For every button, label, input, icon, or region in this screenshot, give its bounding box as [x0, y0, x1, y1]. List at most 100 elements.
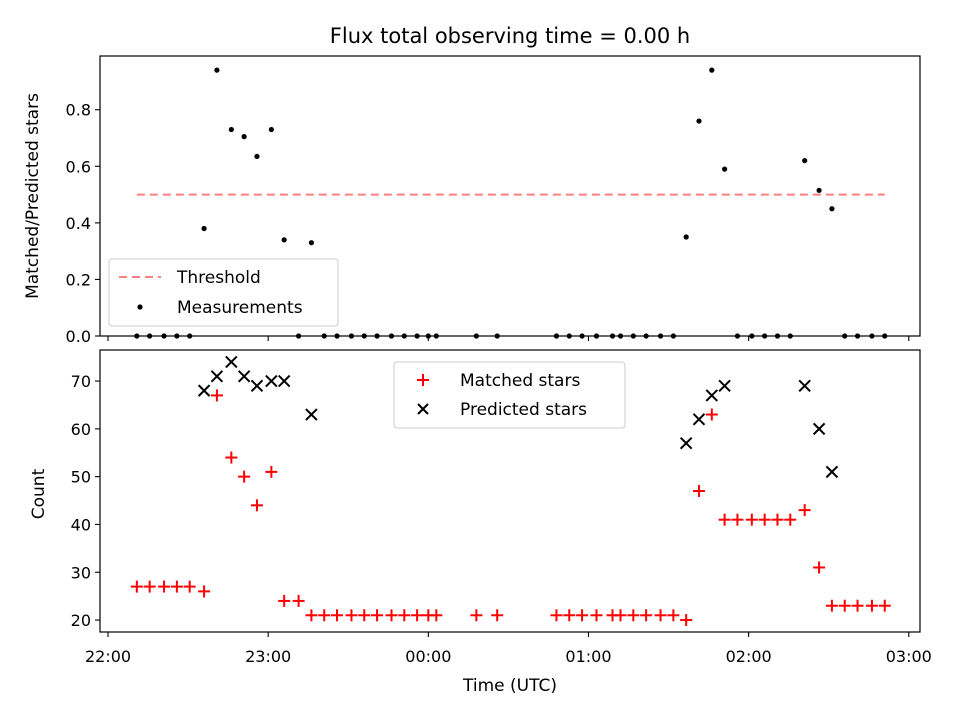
matched-star-point: [430, 609, 443, 622]
matched-star-point: [851, 599, 864, 612]
matched-star-point: [758, 513, 771, 526]
matched-star-point: [305, 609, 318, 622]
predicted-star-point: [825, 465, 839, 479]
matched-star-point: [731, 513, 744, 526]
chart-title: Flux total observing time = 0.00 h: [330, 24, 690, 48]
y-tick-label: 0.4: [66, 214, 91, 233]
legend-matched-label: Matched stars: [460, 371, 580, 391]
predicted-star-point: [692, 413, 706, 426]
measurement-point: [696, 118, 702, 124]
predicted-star-point: [305, 408, 318, 421]
matched-star-point: [158, 580, 171, 593]
matched-star-point: [576, 609, 589, 622]
legend-threshold-label: Threshold: [176, 268, 261, 288]
matched-star-point: [398, 609, 411, 622]
x-tick-label: 03:00: [886, 647, 932, 666]
x-tick-label: 01:00: [565, 647, 611, 666]
matched-star-point: [265, 465, 278, 478]
y-tick-label: 30: [71, 563, 91, 582]
predicted-star-point: [210, 370, 224, 383]
matched-star-point: [385, 609, 398, 622]
predicted-star-point: [679, 436, 693, 450]
x-tick-label: 02:00: [726, 647, 772, 666]
measurement-point: [683, 234, 689, 240]
top-legend-frame: [108, 258, 339, 327]
y-tick-label: 20: [71, 611, 91, 630]
x-axis-label: Time (UTC): [462, 676, 557, 696]
matched-star-point: [563, 609, 576, 622]
matched-star-point: [614, 609, 627, 622]
y-tick-label: 0.6: [66, 157, 91, 176]
matched-star-point: [143, 580, 156, 593]
matched-star-point: [358, 609, 371, 622]
x-tick-label: 23:00: [245, 647, 291, 666]
y-tick-label: 40: [71, 515, 91, 534]
top-axes-frame: [99, 55, 921, 337]
count-points: [130, 355, 891, 627]
matched-star-point: [491, 609, 504, 622]
matched-star-point: [878, 599, 891, 612]
matched-star-point: [278, 594, 291, 607]
predicted-star-point: [812, 422, 826, 436]
y-tick-label: 0.0: [66, 327, 91, 346]
matched-star-point: [198, 585, 211, 598]
measurement-point: [201, 225, 207, 232]
matched-star-point: [865, 599, 878, 612]
matched-star-point: [627, 609, 640, 622]
top-axis-ticks: 0.0 0.2 0.4 0.6 0.8: [66, 101, 910, 346]
matched-star-point: [331, 609, 344, 622]
matched-star-point: [825, 599, 838, 612]
legend-predicted-label: Predicted stars: [460, 400, 587, 420]
measurement-point: [709, 67, 715, 73]
panel-ratio: 0.00.20.40.60.8 Matched/Predicted stars …: [23, 55, 921, 346]
matched-star-point: [470, 609, 483, 622]
matched-star-point: [667, 609, 680, 622]
matched-star-point: [640, 609, 653, 622]
top-legend: Threshold Measurements: [108, 258, 339, 327]
bottom-y-axis-label: Count: [29, 468, 49, 519]
matched-star-point: [130, 580, 143, 593]
matched-star-point: [345, 609, 358, 622]
legend-matched-swatch: [417, 374, 429, 386]
predicted-star-point: [237, 370, 251, 383]
y-tick-label: 60: [71, 420, 91, 439]
matched-star-point: [705, 408, 718, 421]
predicted-star-point: [225, 355, 238, 369]
matched-star-point: [183, 580, 196, 593]
x-tick-label: 00:00: [405, 647, 451, 666]
measurement-point: [802, 158, 808, 164]
measurement-point: [816, 187, 822, 193]
matched-star-point: [798, 504, 811, 517]
predicted-star-point: [798, 379, 811, 393]
y-tick-label: 0.2: [66, 270, 91, 289]
measurement-point: [228, 126, 234, 133]
matched-star-point: [411, 609, 424, 622]
predicted-star-point: [277, 374, 291, 388]
predicted-star-point: [197, 384, 211, 397]
matched-star-point: [590, 609, 603, 622]
legend-predicted-swatch: [417, 403, 429, 415]
matched-star-point: [692, 485, 705, 497]
measurement-point: [241, 134, 247, 140]
measurement-point: [829, 206, 835, 212]
matched-star-point: [654, 609, 667, 622]
x-tick-label: 22:00: [85, 647, 131, 666]
y-tick-label: 70: [71, 372, 91, 391]
measurement-point: [214, 67, 220, 73]
predicted-star-point: [705, 389, 719, 402]
matched-star-point: [813, 561, 826, 574]
matched-star-point: [210, 389, 223, 402]
matched-star-point: [838, 599, 851, 612]
matched-star-point: [318, 609, 331, 622]
measurement-point: [281, 237, 287, 243]
matched-star-point: [680, 614, 693, 627]
matched-star-point: [718, 513, 731, 526]
matched-star-point: [771, 513, 784, 526]
measurement-point: [308, 240, 315, 246]
matched-star-point: [238, 470, 251, 483]
matched-star-point: [745, 513, 758, 526]
bottom-axes-frame: [99, 349, 921, 633]
y-tick-label: 50: [71, 468, 91, 487]
bottom-legend-frame: [393, 361, 626, 429]
bottom-legend: Matched stars Predicted stars: [393, 361, 626, 429]
